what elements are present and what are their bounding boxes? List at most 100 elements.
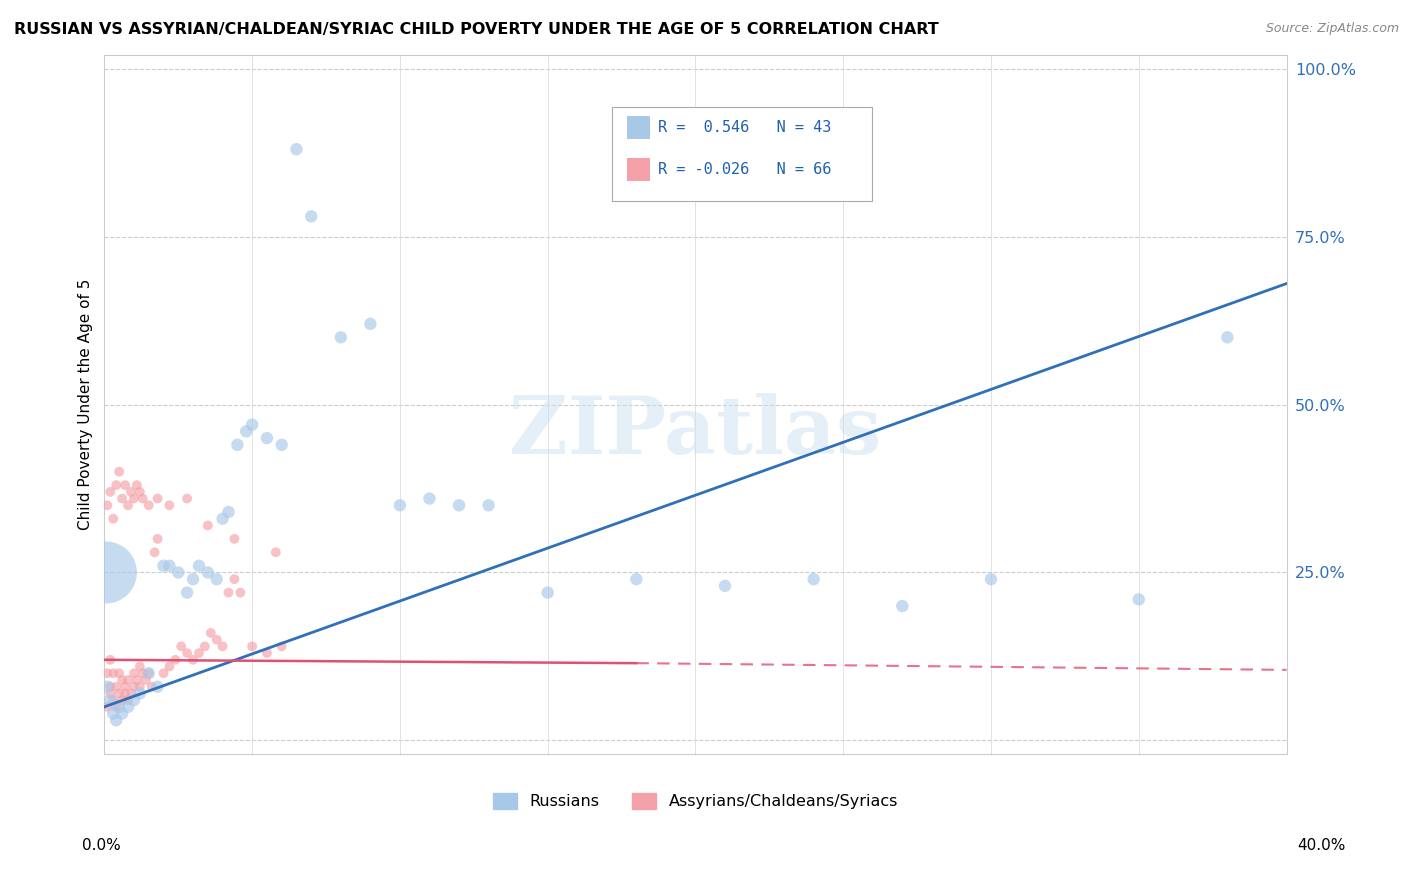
Point	[94, 566, 117, 580]
Point	[96, 498, 118, 512]
Point	[146, 680, 169, 694]
Point	[256, 431, 278, 445]
Point	[98, 653, 121, 667]
Point	[146, 491, 169, 506]
Point	[165, 653, 187, 667]
Point	[120, 484, 142, 499]
Point	[125, 673, 148, 687]
Point	[105, 680, 128, 694]
Point	[117, 699, 139, 714]
Point	[138, 666, 160, 681]
Legend: Russians, Assyrians/Chaldeans/Syriacs: Russians, Assyrians/Chaldeans/Syriacs	[486, 787, 904, 816]
Point	[285, 142, 308, 156]
Point	[111, 706, 134, 721]
Point	[132, 491, 155, 506]
Point	[122, 491, 145, 506]
Point	[98, 680, 121, 694]
Point	[122, 666, 145, 681]
Point	[418, 491, 440, 506]
Point	[125, 478, 148, 492]
Point	[128, 680, 150, 694]
Point	[157, 659, 180, 673]
Point	[141, 680, 163, 694]
Point	[167, 566, 190, 580]
Text: ZIPatlas: ZIPatlas	[509, 393, 882, 472]
Point	[108, 699, 131, 714]
Point	[117, 673, 139, 687]
Point	[108, 686, 131, 700]
Point	[103, 706, 125, 721]
Point	[152, 666, 174, 681]
Point	[181, 572, 204, 586]
Point	[270, 640, 292, 654]
Text: RUSSIAN VS ASSYRIAN/CHALDEAN/SYRIAC CHILD POVERTY UNDER THE AGE OF 5 CORRELATION: RUSSIAN VS ASSYRIAN/CHALDEAN/SYRIAC CHIL…	[14, 22, 939, 37]
Point	[111, 673, 134, 687]
Point	[1128, 592, 1150, 607]
Point	[108, 666, 131, 681]
Point	[188, 558, 211, 573]
Point	[264, 545, 287, 559]
Point	[714, 579, 737, 593]
Point	[114, 478, 136, 492]
Point	[181, 653, 204, 667]
Point	[205, 572, 228, 586]
Point	[188, 646, 211, 660]
Point	[105, 699, 128, 714]
Point	[128, 484, 150, 499]
Point	[111, 693, 134, 707]
Point	[537, 585, 560, 599]
Point	[117, 498, 139, 512]
Point	[105, 478, 128, 492]
Point	[143, 545, 166, 559]
Point	[197, 518, 219, 533]
Point	[218, 505, 240, 519]
Point	[117, 693, 139, 707]
Point	[98, 686, 121, 700]
Point	[103, 512, 125, 526]
Point	[176, 491, 198, 506]
Point	[157, 558, 180, 573]
Point	[211, 640, 233, 654]
Point	[128, 686, 150, 700]
Point	[194, 640, 217, 654]
Point	[114, 686, 136, 700]
Point	[170, 640, 193, 654]
Point	[96, 666, 118, 681]
Point	[96, 680, 118, 694]
Point	[224, 572, 246, 586]
Point	[96, 699, 118, 714]
Point	[218, 585, 240, 599]
Text: Source: ZipAtlas.com: Source: ZipAtlas.com	[1265, 22, 1399, 36]
Point	[211, 512, 233, 526]
Point	[224, 532, 246, 546]
Point	[111, 491, 134, 506]
Point	[128, 659, 150, 673]
Point	[270, 438, 292, 452]
Point	[157, 498, 180, 512]
Point	[256, 646, 278, 660]
Point	[240, 640, 263, 654]
Point	[103, 693, 125, 707]
Point	[132, 666, 155, 681]
Point	[891, 599, 914, 613]
Point	[980, 572, 1002, 586]
Point	[152, 558, 174, 573]
Text: 0.0%: 0.0%	[82, 838, 121, 853]
Point	[235, 425, 257, 439]
Point	[197, 566, 219, 580]
Point	[359, 317, 381, 331]
Point	[176, 646, 198, 660]
Point	[388, 498, 411, 512]
Text: R = -0.026   N = 66: R = -0.026 N = 66	[658, 162, 831, 177]
Point	[803, 572, 825, 586]
Point	[477, 498, 499, 512]
Point	[146, 532, 169, 546]
Point	[135, 673, 157, 687]
Point	[105, 713, 128, 727]
Point	[98, 484, 121, 499]
Point	[200, 626, 222, 640]
Point	[176, 585, 198, 599]
Y-axis label: Child Poverty Under the Age of 5: Child Poverty Under the Age of 5	[79, 279, 93, 530]
Point	[447, 498, 470, 512]
Point	[103, 666, 125, 681]
